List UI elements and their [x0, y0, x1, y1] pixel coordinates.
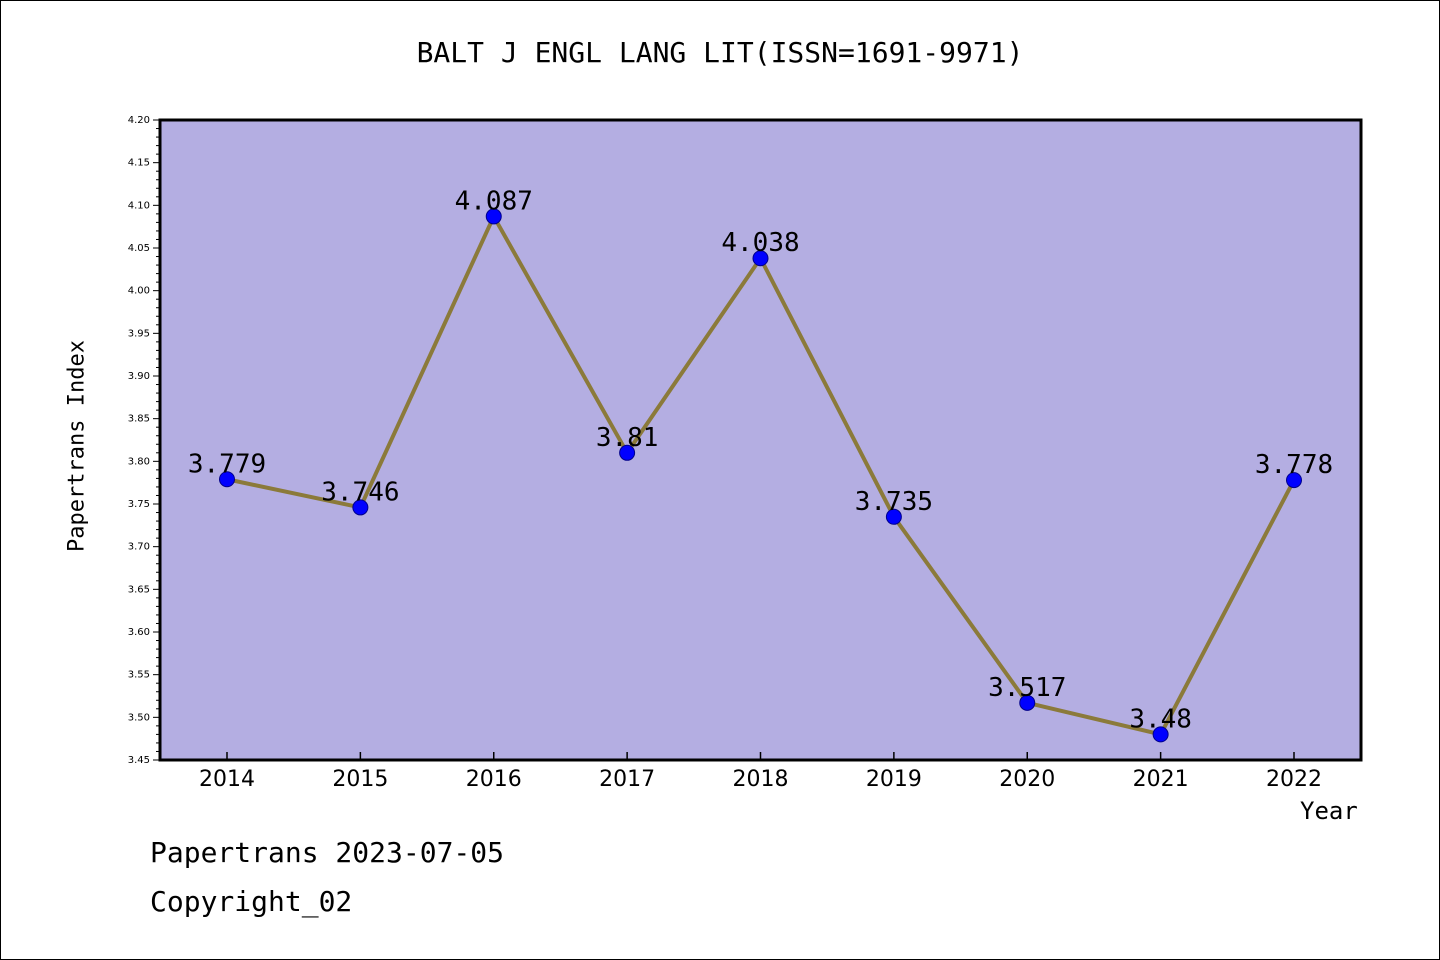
data-point: [619, 444, 636, 461]
x-tick-label: 2022: [1266, 767, 1322, 792]
data-point: [1019, 694, 1036, 711]
x-tick-label: 2021: [1133, 767, 1189, 792]
x-tick-label: 2019: [866, 767, 922, 792]
data-label: 3.735: [855, 487, 933, 517]
y-tick-label: 3.80: [128, 456, 150, 467]
data-point: [752, 250, 769, 267]
data-labels: 3.779 3.746 4.087 3.81 4.038 3.735 3.517 3.48 3.…: [188, 186, 1333, 734]
data-point: [352, 499, 369, 516]
data-label: 3.48: [1129, 704, 1192, 734]
data-label: 3.81: [596, 423, 659, 453]
plot-area: [160, 120, 1361, 760]
y-tick-label: 3.60: [128, 627, 150, 638]
data-points: [219, 208, 1302, 743]
x-tick-label: 2014: [199, 767, 255, 792]
x-tick-label: 2020: [999, 767, 1055, 792]
y-tick-label: 4.15: [128, 158, 150, 169]
data-point: [1152, 726, 1169, 743]
data-point: [1286, 472, 1302, 489]
y-tick-label: 3.90: [128, 371, 150, 382]
y-tick-label: 3.75: [128, 499, 150, 510]
y-tick-label: 3.50: [128, 712, 150, 723]
y-tick-label: 4.00: [128, 286, 150, 297]
x-tick-label: 2015: [332, 767, 388, 792]
footer-copyright: Copyright_02: [150, 885, 353, 918]
x-tick-label: 2018: [733, 767, 789, 792]
x-axis-title: Year: [1300, 797, 1358, 825]
data-point: [485, 208, 502, 225]
data-label: 4.087: [455, 186, 533, 216]
plot-border: [158, 118, 1363, 762]
y-axis-title: Papertrans Index: [64, 340, 90, 552]
y-tick-label: 4.10: [128, 200, 150, 211]
y-tick-label: 3.65: [128, 584, 150, 595]
x-tick-label: 2017: [599, 767, 655, 792]
data-label: 4.038: [721, 228, 799, 258]
footer-date: Papertrans 2023-07-05: [150, 836, 505, 869]
y-axis-ticks: 3.45 3.50 3.55 3.60 3.65 3.70 3.75 3.80 3.85 3.90…: [128, 115, 160, 766]
y-tick-label: 3.45: [128, 755, 150, 766]
chart-title: BALT J ENGL LANG LIT(ISSN=1691-9971): [416, 36, 1024, 69]
y-tick-label: 3.95: [128, 328, 150, 339]
y-tick-label: 4.05: [128, 243, 150, 254]
y-tick-label: 4.20: [128, 115, 150, 126]
y-tick-label: 3.55: [128, 670, 150, 681]
y-tick-label: 3.70: [128, 542, 150, 553]
data-label: 3.517: [988, 673, 1066, 703]
data-point: [885, 508, 902, 525]
data-label: 3.778: [1255, 450, 1333, 480]
y-tick-label: 3.85: [128, 414, 150, 425]
data-label: 3.746: [321, 477, 399, 507]
x-axis-ticks: 2014 2015 2016 2017 2018 2019 2020 2021 2022: [199, 752, 1322, 792]
data-label: 3.779: [188, 449, 266, 479]
x-tick-label: 2016: [466, 767, 522, 792]
data-point: [219, 471, 235, 488]
